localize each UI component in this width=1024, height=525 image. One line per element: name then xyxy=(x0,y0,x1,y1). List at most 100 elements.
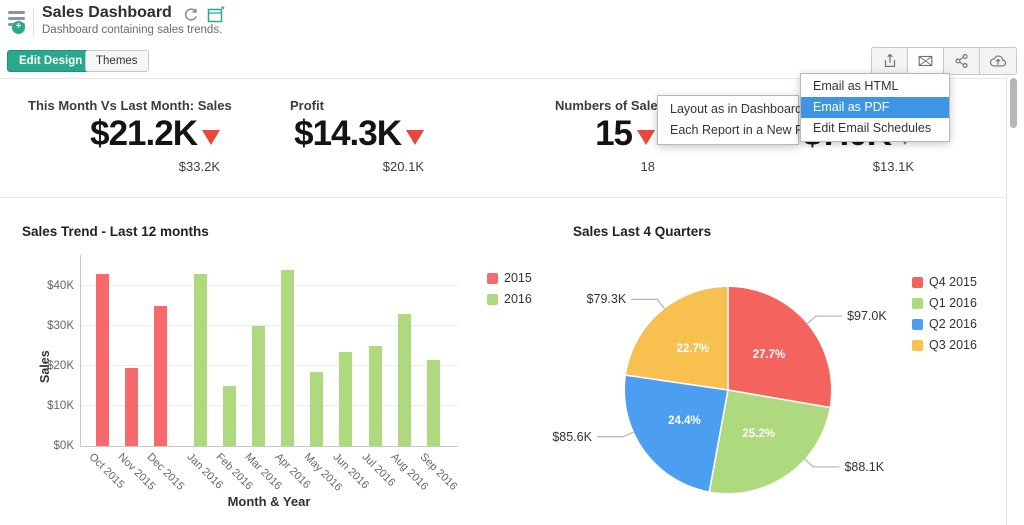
legend-swatch xyxy=(487,272,498,284)
pie-value-label: $88.1K xyxy=(844,459,885,474)
trend-down-icon xyxy=(202,130,220,145)
email-menu: Email as HTML Email as PDF Edit Email Sche… xyxy=(800,73,950,142)
bar[interactable] xyxy=(310,372,323,446)
pie-chart-legend: Q4 2015 Q1 2016 Q2 2016 Q3 2016 xyxy=(912,275,977,359)
email-icon xyxy=(918,55,933,67)
bar[interactable] xyxy=(124,368,138,446)
y-tick-label: $0K xyxy=(53,440,74,452)
content-right-border xyxy=(1006,76,1007,525)
pie-percent-label: 25.2% xyxy=(742,427,775,440)
pie-callout-line xyxy=(631,298,666,310)
legend-item[interactable]: Q4 2015 xyxy=(912,275,977,289)
gridline xyxy=(81,365,458,366)
bar[interactable] xyxy=(251,326,265,446)
menu-bar xyxy=(8,17,25,20)
pie-value-label: $97.0K xyxy=(847,309,887,324)
export-icon xyxy=(884,53,895,68)
kpi-title: Profit xyxy=(290,98,324,113)
bar[interactable] xyxy=(281,270,294,446)
dashboard-actions-toolbar xyxy=(871,47,1017,75)
kpi-value-row: $21.2K xyxy=(90,114,220,154)
pie-percent-label: 24.4% xyxy=(668,415,701,428)
dashboard-list-add-icon[interactable]: + xyxy=(7,9,31,35)
kpi-card: Profit $14.3K $20.1K xyxy=(290,96,424,182)
menu-bar xyxy=(8,11,25,14)
page-title: Sales Dashboard xyxy=(42,4,172,21)
bar[interactable] xyxy=(95,274,109,446)
themes-button[interactable]: Themes xyxy=(85,50,149,72)
pie-chart-title: Sales Last 4 Quarters xyxy=(573,224,712,239)
share-button[interactable] xyxy=(944,48,980,74)
gridline xyxy=(81,285,458,286)
share-icon xyxy=(954,54,968,68)
legend-label: 2015 xyxy=(504,271,532,285)
kpi-top-divider xyxy=(0,78,1006,79)
gridline xyxy=(81,325,458,326)
pie-callout-line xyxy=(805,315,843,325)
legend-item[interactable]: 2016 xyxy=(487,292,532,306)
bar[interactable] xyxy=(339,352,352,446)
kpi-value: $14.3K xyxy=(294,114,402,153)
kpi-card: Numbers of Sale 15 18 xyxy=(555,96,658,182)
y-tick-label: $40K xyxy=(47,280,74,292)
bar[interactable] xyxy=(368,346,382,446)
email-layout-submenu: Layout as in Dashboard Each Report in a N… xyxy=(657,95,825,145)
kpi-bottom-divider xyxy=(0,197,1006,198)
bar[interactable] xyxy=(222,386,236,446)
header-divider xyxy=(33,8,34,36)
export-button[interactable] xyxy=(872,48,908,74)
kpi-previous-value: $20.1K xyxy=(382,159,424,174)
kpi-value-row: $14.3K xyxy=(294,114,424,154)
legend-label: 2016 xyxy=(504,292,532,306)
pie-percent-label: 22.7% xyxy=(676,343,710,356)
pie-chart[interactable] xyxy=(625,287,831,493)
vertical-scrollbar-thumb[interactable] xyxy=(1010,78,1017,128)
y-tick-label: $30K xyxy=(47,320,74,332)
email-button[interactable] xyxy=(908,48,944,74)
trend-down-icon xyxy=(406,130,424,145)
legend-label: Q1 2016 xyxy=(929,296,977,310)
kpi-value: 15 xyxy=(595,114,633,153)
legend-swatch xyxy=(912,276,923,288)
legend-item[interactable]: Q1 2016 xyxy=(912,296,977,310)
new-report-icon[interactable]: * xyxy=(207,5,227,24)
bar[interactable] xyxy=(153,306,167,446)
gridline xyxy=(81,405,458,406)
edit-design-button[interactable]: Edit Design xyxy=(7,50,95,72)
pie-percent-label: 27.7% xyxy=(752,349,786,362)
menu-item[interactable]: Email as PDF xyxy=(801,97,949,118)
kpi-previous-value: $33.2K xyxy=(178,159,220,174)
bar-chart-legend: 2015 2016 xyxy=(487,271,532,313)
bar[interactable] xyxy=(397,314,411,446)
y-tick-label: $20K xyxy=(47,360,74,372)
pie-value-label: $85.6K xyxy=(552,429,592,444)
menu-item[interactable]: Each Report in a New Page xyxy=(670,123,825,137)
legend-swatch xyxy=(912,297,923,309)
pie-callout-line xyxy=(803,457,840,468)
refresh-icon[interactable] xyxy=(183,7,199,23)
bar-chart-title: Sales Trend - Last 12 months xyxy=(22,224,209,239)
legend-swatch xyxy=(912,318,923,330)
publish-button[interactable] xyxy=(980,48,1016,74)
legend-label: Q2 2016 xyxy=(929,317,977,331)
kpi-title: This Month Vs Last Month: Sales xyxy=(28,98,232,113)
bar[interactable] xyxy=(426,360,440,446)
kpi-previous-value: 18 xyxy=(640,159,655,174)
bar[interactable] xyxy=(193,274,207,446)
legend-item[interactable]: Q3 2016 xyxy=(912,338,977,352)
menu-item[interactable]: Layout as in Dashboard xyxy=(670,102,803,116)
menu-item[interactable]: Edit Email Schedules xyxy=(813,121,932,135)
pie-value-label: $79.3K xyxy=(586,292,627,307)
legend-item[interactable]: Q2 2016 xyxy=(912,317,977,331)
page-subtitle: Dashboard containing sales trends. xyxy=(42,24,223,36)
kpi-value: $21.2K xyxy=(90,114,198,153)
kpi-card: This Month Vs Last Month: Sales $21.2K $33… xyxy=(28,96,232,182)
kpi-value-row: 15 xyxy=(595,114,655,154)
legend-item[interactable]: 2015 xyxy=(487,271,532,285)
menu-item[interactable]: Email as HTML xyxy=(813,79,899,93)
bar-chart-plot xyxy=(80,255,458,447)
kpi-previous-value: $13.1K xyxy=(872,159,914,174)
bar-chart-x-axis-label: Month & Year xyxy=(227,494,311,509)
svg-text:*: * xyxy=(221,6,225,15)
pie-callout-line xyxy=(596,430,636,438)
